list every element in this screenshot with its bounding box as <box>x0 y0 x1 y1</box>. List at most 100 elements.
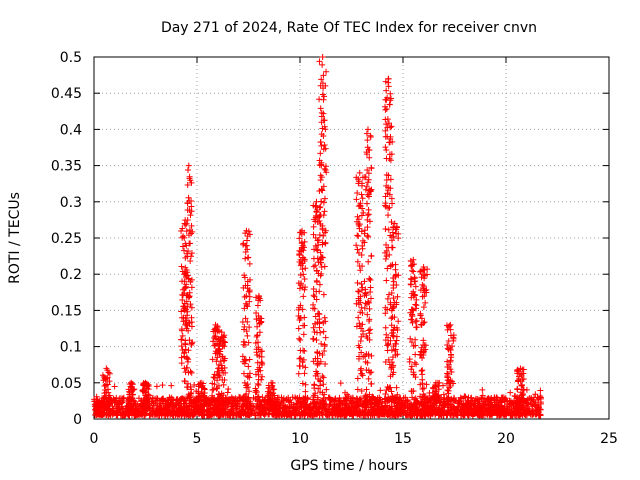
data-point <box>179 225 186 232</box>
data-point <box>183 292 190 299</box>
data-point <box>420 385 427 392</box>
data-point <box>435 392 442 399</box>
data-point <box>366 316 373 323</box>
data-point <box>502 395 509 402</box>
data-point <box>94 398 101 405</box>
data-point <box>463 403 470 410</box>
data-point <box>433 388 440 395</box>
data-point <box>531 402 538 409</box>
data-point <box>523 404 530 411</box>
data-point <box>258 353 265 360</box>
data-point <box>282 403 289 410</box>
data-point <box>444 326 451 333</box>
data-point <box>190 398 197 405</box>
data-point <box>386 101 393 108</box>
x-axis-title: GPS time / hours <box>290 458 407 474</box>
data-point <box>201 390 208 397</box>
data-point <box>353 403 360 410</box>
data-point <box>299 227 306 234</box>
data-point <box>477 405 484 412</box>
data-point <box>182 341 189 348</box>
data-point <box>385 340 392 347</box>
data-point <box>187 240 194 247</box>
data-point <box>450 404 457 411</box>
x-tick-label: 10 <box>291 431 309 447</box>
data-point <box>298 402 305 409</box>
data-point <box>178 343 185 350</box>
data-point <box>250 403 257 410</box>
data-point <box>254 380 261 387</box>
data-point <box>382 407 389 414</box>
data-point <box>343 400 350 407</box>
data-point <box>312 262 319 269</box>
data-point <box>302 284 309 291</box>
data-point <box>384 265 391 272</box>
data-point <box>399 401 406 408</box>
data-point <box>242 255 249 262</box>
data-point <box>128 380 135 387</box>
data-point <box>240 284 247 291</box>
data-point <box>382 193 389 200</box>
data-point <box>241 379 248 386</box>
data-point <box>385 120 392 127</box>
data-point <box>384 124 391 131</box>
data-point <box>385 226 392 233</box>
data-point <box>318 259 325 266</box>
data-point <box>385 187 392 194</box>
data-point <box>358 349 365 356</box>
data-point <box>393 230 400 237</box>
data-point <box>534 396 541 403</box>
data-point <box>384 342 391 349</box>
data-point <box>448 369 455 376</box>
data-point <box>185 166 192 173</box>
data-point <box>407 400 414 407</box>
data-point <box>359 180 366 187</box>
data-point <box>520 375 527 382</box>
data-point <box>388 123 395 130</box>
data-point <box>185 406 192 413</box>
data-point <box>181 407 188 414</box>
data-point <box>173 396 180 403</box>
data-point <box>411 359 418 366</box>
data-point <box>184 182 191 189</box>
data-point <box>179 332 186 339</box>
data-point <box>143 382 150 389</box>
data-point <box>113 405 120 412</box>
data-point <box>246 288 253 295</box>
data-point <box>444 341 451 348</box>
data-point <box>355 314 362 321</box>
data-point <box>320 212 327 219</box>
data-point <box>255 393 262 400</box>
data-point <box>245 339 252 346</box>
data-point <box>361 239 368 246</box>
data-point <box>125 396 132 403</box>
data-point <box>366 147 373 154</box>
data-point <box>301 286 308 293</box>
data-point <box>240 370 247 377</box>
data-point <box>382 203 389 210</box>
data-point <box>299 363 306 370</box>
data-point <box>189 228 196 235</box>
data-point <box>182 217 189 224</box>
data-point <box>255 382 262 389</box>
data-point <box>362 393 369 400</box>
data-point <box>162 411 169 418</box>
data-point <box>354 386 361 393</box>
data-point <box>296 235 303 242</box>
data-point <box>316 318 323 325</box>
data-point <box>181 220 188 227</box>
data-point <box>312 214 319 221</box>
data-point <box>360 330 367 337</box>
data-point <box>255 376 262 383</box>
data-point <box>145 394 152 401</box>
data-point <box>422 299 429 306</box>
data-point <box>198 379 205 386</box>
x-tick-label: 15 <box>394 431 412 447</box>
data-point <box>389 138 396 145</box>
data-point <box>186 289 193 296</box>
data-point <box>138 411 145 418</box>
data-point <box>388 151 395 158</box>
data-point <box>347 397 354 404</box>
data-point <box>244 246 251 253</box>
data-point <box>354 375 361 382</box>
